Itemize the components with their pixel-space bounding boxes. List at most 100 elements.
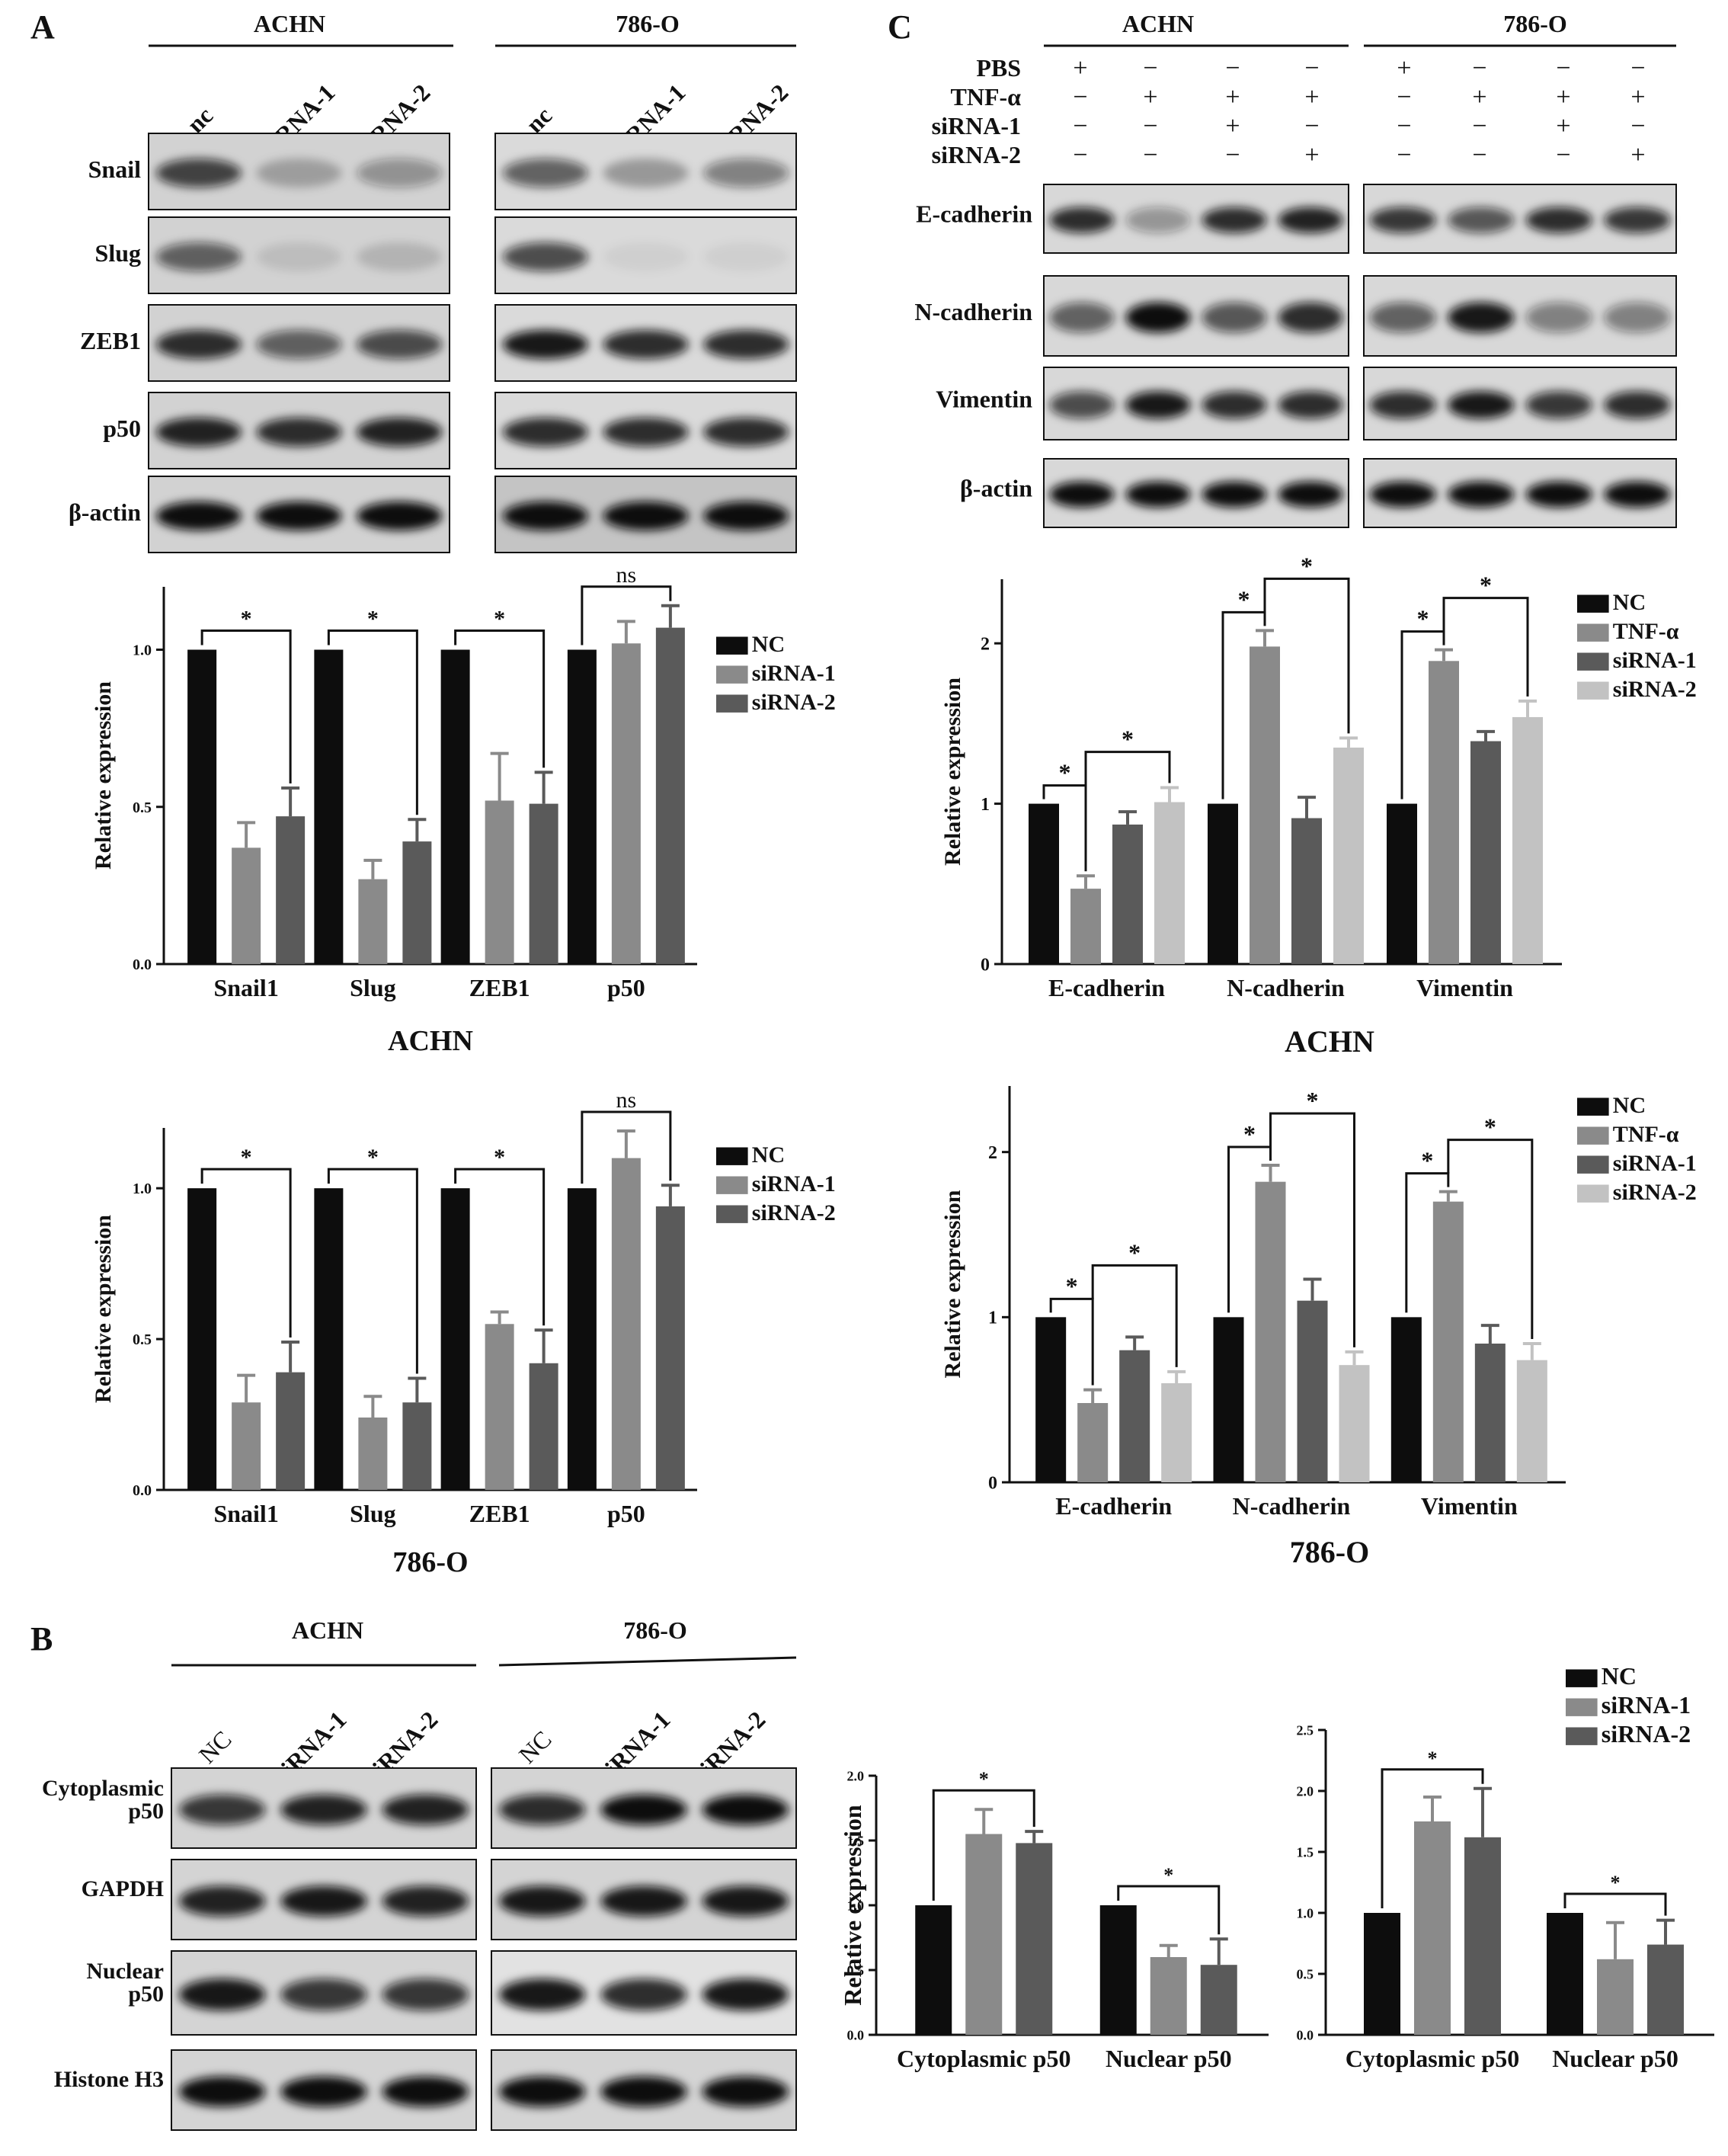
significance-bracket <box>1221 610 1266 799</box>
x-tick-label: Nuclear p50 <box>1106 2045 1232 2072</box>
blot-c-786o-1 <box>1363 275 1677 357</box>
treatment-sign: − <box>1143 112 1157 140</box>
bar-siRNA-1-N-cadherin <box>1297 1300 1328 1482</box>
treatment-sign: + <box>1225 112 1240 140</box>
y-tick-label: 0.0 <box>133 956 152 973</box>
blot-a-achn-4-band <box>256 501 342 530</box>
bar-TNF-α-Vimentin <box>1429 661 1459 964</box>
blot-b-achn-0-band <box>178 1794 266 1825</box>
blot-b-786o-0-band <box>702 1794 789 1825</box>
row-label-c-1: N-cadherin <box>914 298 1032 325</box>
treatment-sign: − <box>1397 141 1411 169</box>
y-axis-label: Relative expression <box>940 678 965 866</box>
chart-C-ACHN: 0 1 2 Relative expression E-cadherin * * N-cadh… <box>940 552 1697 1059</box>
treatment-sign: + <box>1304 141 1319 169</box>
blot-b-786o-2-band <box>499 1978 586 2011</box>
blot-a-786o-1-band <box>703 242 789 271</box>
row-label-4: β-actin <box>69 498 141 526</box>
blot-b-achn-1-band <box>382 1885 469 1917</box>
treatment-label-1: TNF-α <box>950 83 1021 111</box>
blot-c-achn-0-band <box>1278 207 1343 233</box>
significance-label: ns <box>616 1088 637 1113</box>
bar-NC-Cytoplasmic p50 <box>915 1905 952 2035</box>
significance-label: * <box>494 1145 505 1170</box>
bar-siRNA-2-ZEB1 <box>529 803 558 964</box>
legend-label-siRNA-2: siRNA-2 <box>1613 677 1697 702</box>
y-tick-label: 1.0 <box>133 1181 152 1197</box>
blot-a-achn-0-band <box>155 159 242 187</box>
bar-TNF-α-E-cadherin <box>1070 889 1101 964</box>
significance-bracket <box>1084 751 1171 786</box>
legend-label-siRNA-2: siRNA-2 <box>1602 1720 1691 1748</box>
blot-a-achn-0 <box>148 133 450 210</box>
blot-c-achn-3-band <box>1049 481 1115 508</box>
blot-a-786o-1-band <box>603 242 689 271</box>
bar-siRNA-2-Snail1 <box>276 816 306 964</box>
treatment-sign: + <box>1073 54 1087 82</box>
row-label-b-2: p50 <box>128 1981 164 2007</box>
panel-letter-c: C <box>888 8 912 46</box>
legend-swatch <box>1566 1727 1598 1745</box>
y-tick-label: 0.5 <box>1297 1966 1314 1981</box>
blot-a-786o-3-band <box>502 418 588 447</box>
treatment-sign: + <box>1225 83 1240 111</box>
group-header-achn-b: ACHN <box>292 1616 363 1644</box>
blot-b-achn-1 <box>171 1859 477 1940</box>
treatment-sign: − <box>1143 141 1157 169</box>
blot-c-786o-1-band <box>1369 302 1436 333</box>
blot-b-786o-2-band <box>702 1978 789 2011</box>
blot-a-achn-2-band <box>256 330 342 359</box>
row-label-c-2: Vimentin <box>936 385 1032 412</box>
blot-c-786o-2 <box>1363 367 1677 440</box>
treatment-sign: − <box>1225 141 1240 169</box>
blot-c-786o-3-band <box>1448 481 1515 508</box>
legend-label-siRNA-2: siRNA-2 <box>1613 1180 1697 1205</box>
blot-b-786o-3 <box>491 2049 797 2131</box>
blot-a-achn-0-band <box>357 159 443 187</box>
blot-b-786o-2-band <box>600 1978 687 2011</box>
y-tick-label: 1.5 <box>1297 1844 1314 1860</box>
treatment-sign: + <box>1630 83 1645 111</box>
significance-label: * <box>1066 1272 1078 1299</box>
treatment-label-3: siRNA-2 <box>932 141 1021 168</box>
x-tick-label: E-cadherin <box>1055 1492 1172 1520</box>
legend-swatch <box>716 636 748 655</box>
blot-a-achn-3-band <box>155 418 242 447</box>
bar-TNF-α-N-cadherin <box>1255 1181 1286 1482</box>
legend-swatch <box>1577 1184 1609 1203</box>
y-tick-label: 0 <box>981 955 990 975</box>
blot-a-achn-4 <box>148 476 450 553</box>
bar-siRNA-1-Snail1 <box>232 1402 261 1490</box>
y-tick-label: 2 <box>981 635 990 655</box>
blot-c-achn-2-band <box>1202 391 1267 419</box>
significance-label: * <box>1480 572 1492 599</box>
legend-label-TNF-α: TNF-α <box>1613 619 1679 644</box>
y-tick-label: 1.0 <box>847 1898 865 1913</box>
bar-NC-p50 <box>567 649 597 964</box>
y-tick-label: 2.5 <box>1297 1722 1314 1738</box>
blot-b-786o-1-band <box>499 1885 586 1917</box>
row-label-0: Snail <box>88 155 141 183</box>
blot-b-achn-1-band <box>178 1885 266 1917</box>
group-header-achn-c: ACHN <box>1122 10 1194 37</box>
significance-bracket <box>1400 630 1445 799</box>
bar-NC-Nuclear p50 <box>1099 1905 1137 2035</box>
blot-b-786o-0 <box>491 1767 797 1849</box>
blot-b-achn-2 <box>171 1950 477 2036</box>
y-tick-label: 0 <box>988 1473 997 1493</box>
legend-label-NC: NC <box>752 1142 785 1168</box>
blot-b-achn-2-band <box>280 1978 367 2011</box>
y-tick-label: 1.5 <box>847 1833 865 1848</box>
blot-a-achn-1 <box>148 216 450 294</box>
x-tick-label: p50 <box>607 1500 645 1527</box>
bar-siRNA-1-Cytoplasmic p50 <box>1414 1821 1451 2035</box>
blot-a-achn-2-band <box>155 330 242 359</box>
blot-a-786o-0 <box>494 133 797 210</box>
blot-a-786o-4 <box>494 476 797 553</box>
significance-label: * <box>1417 605 1429 633</box>
x-tick-label: N-cadherin <box>1233 1492 1351 1520</box>
significance-bracket <box>932 1789 1035 1901</box>
treatment-sign: + <box>1472 83 1486 111</box>
significance-bracket <box>1563 1892 1667 1916</box>
blot-b-achn-2-band <box>178 1978 266 2011</box>
